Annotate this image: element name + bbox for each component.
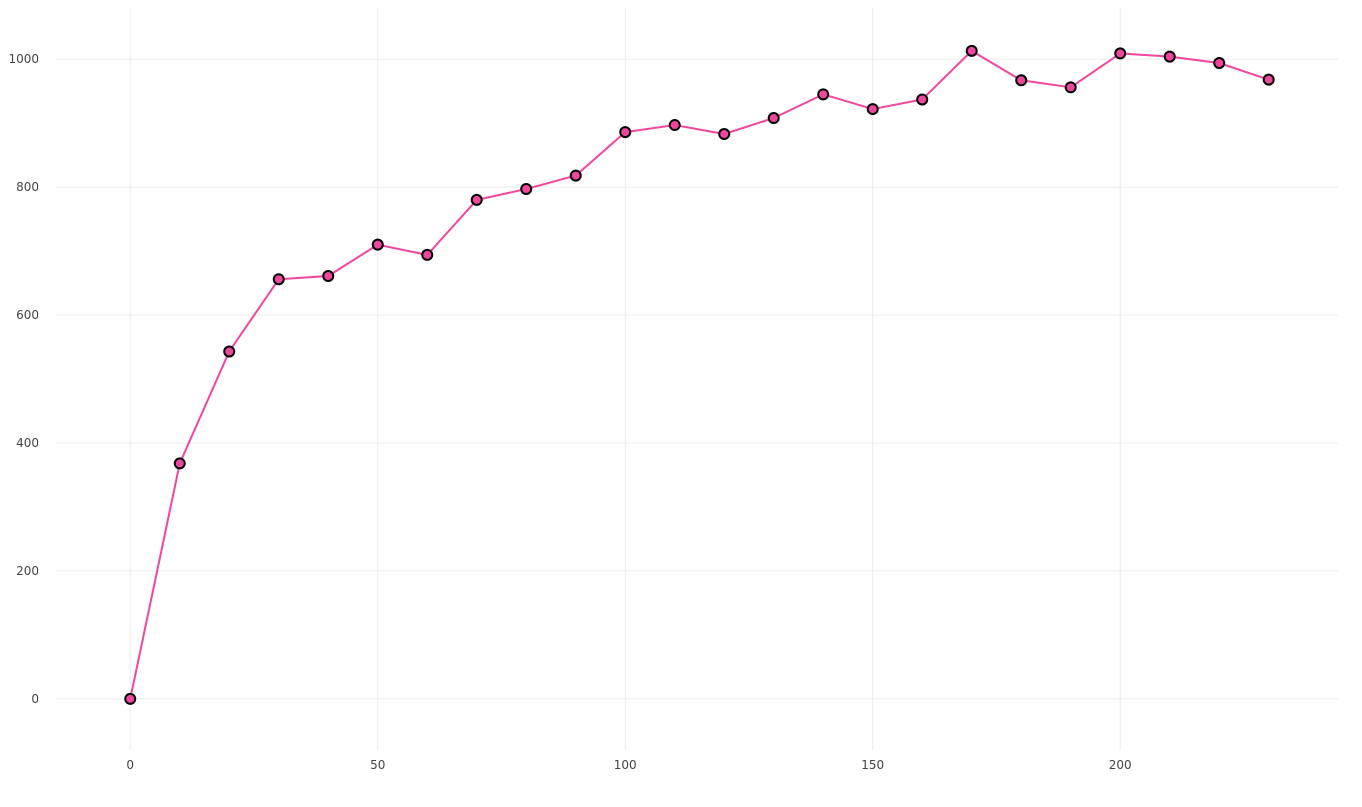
x-tick-label: 100: [614, 758, 637, 772]
y-tick-label: 0: [31, 692, 39, 706]
data-point[interactable]: [124, 692, 137, 705]
data-point[interactable]: [866, 103, 879, 116]
grid-layer: [56, 8, 1338, 750]
x-tick-label: 150: [861, 758, 884, 772]
data-point[interactable]: [1262, 73, 1275, 86]
data-point[interactable]: [173, 457, 186, 470]
y-tick-label: 200: [16, 564, 39, 578]
data-point[interactable]: [470, 193, 483, 206]
data-point[interactable]: [1064, 81, 1077, 94]
axis-ticks: 0 50 100 150 200 0 200 400 600 800 1000: [8, 52, 1131, 772]
data-point[interactable]: [965, 44, 978, 57]
y-tick-label: 400: [16, 436, 39, 450]
data-point[interactable]: [916, 93, 929, 106]
data-point[interactable]: [421, 248, 434, 261]
data-point[interactable]: [1015, 74, 1028, 87]
data-point[interactable]: [322, 270, 335, 283]
x-tick-label: 0: [126, 758, 134, 772]
data-point[interactable]: [817, 88, 830, 101]
data-point[interactable]: [520, 183, 533, 196]
data-point[interactable]: [668, 119, 681, 132]
data-point[interactable]: [1163, 50, 1176, 63]
y-tick-label: 600: [16, 308, 39, 322]
x-tick-label: 200: [1109, 758, 1132, 772]
x-tick-label: 50: [370, 758, 385, 772]
data-point[interactable]: [569, 169, 582, 182]
data-point[interactable]: [619, 126, 632, 139]
y-tick-label: 800: [16, 180, 39, 194]
data-point[interactable]: [718, 128, 731, 141]
data-point[interactable]: [767, 112, 780, 125]
marker-layer: [124, 44, 1275, 705]
series-layer: [129, 49, 1270, 700]
data-point[interactable]: [371, 238, 384, 251]
data-point[interactable]: [272, 273, 285, 286]
y-tick-label: 1000: [8, 52, 39, 66]
series-line: [129, 49, 1270, 700]
data-point[interactable]: [1213, 57, 1226, 70]
data-point[interactable]: [223, 345, 236, 358]
data-point[interactable]: [1114, 47, 1127, 60]
